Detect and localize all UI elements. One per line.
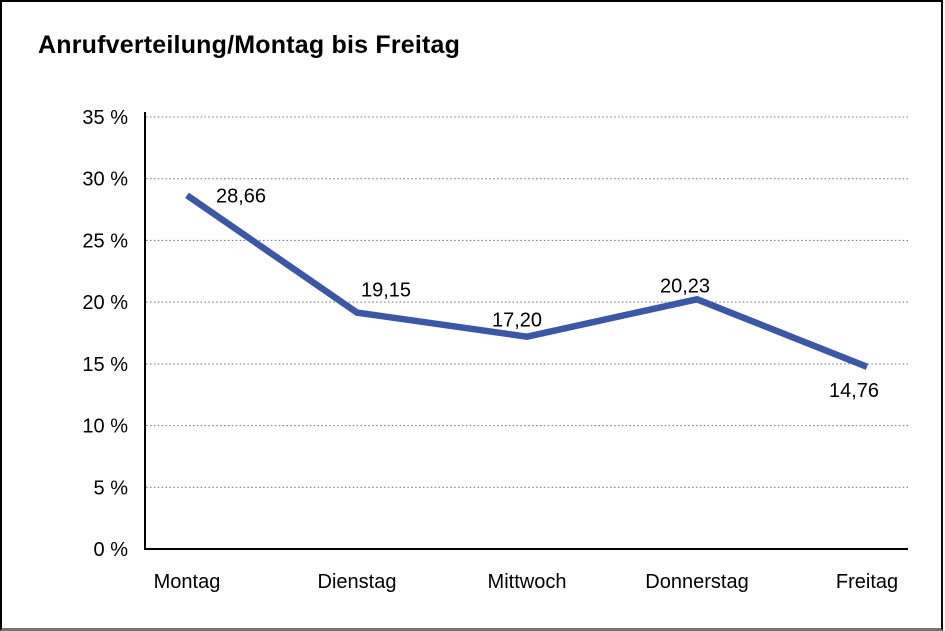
data-label: 28,66 bbox=[216, 185, 266, 207]
y-tick-label: 30 % bbox=[82, 169, 128, 191]
x-category-label: Montag bbox=[154, 571, 221, 593]
x-category-label: Donnerstag bbox=[645, 571, 748, 593]
x-category-label: Freitag bbox=[836, 571, 898, 593]
x-category-label: Mittwoch bbox=[488, 571, 567, 593]
y-tick-label: 20 % bbox=[82, 292, 128, 314]
x-category-label: Dienstag bbox=[318, 571, 397, 593]
y-tick-label: 0 % bbox=[94, 539, 129, 561]
y-tick-label: 35 % bbox=[82, 107, 128, 129]
data-label: 17,20 bbox=[492, 310, 542, 332]
y-tick-label: 5 % bbox=[94, 477, 129, 499]
data-label: 19,15 bbox=[361, 280, 411, 302]
y-tick-label: 15 % bbox=[82, 354, 128, 376]
y-tick-label: 10 % bbox=[82, 416, 128, 438]
chart-title: Anrufverteilung/Montag bis Freitag bbox=[38, 31, 461, 59]
y-tick-label: 25 % bbox=[82, 230, 128, 252]
series-line bbox=[185, 192, 869, 370]
data-label: 14,76 bbox=[829, 380, 879, 402]
data-label: 20,23 bbox=[660, 275, 710, 297]
